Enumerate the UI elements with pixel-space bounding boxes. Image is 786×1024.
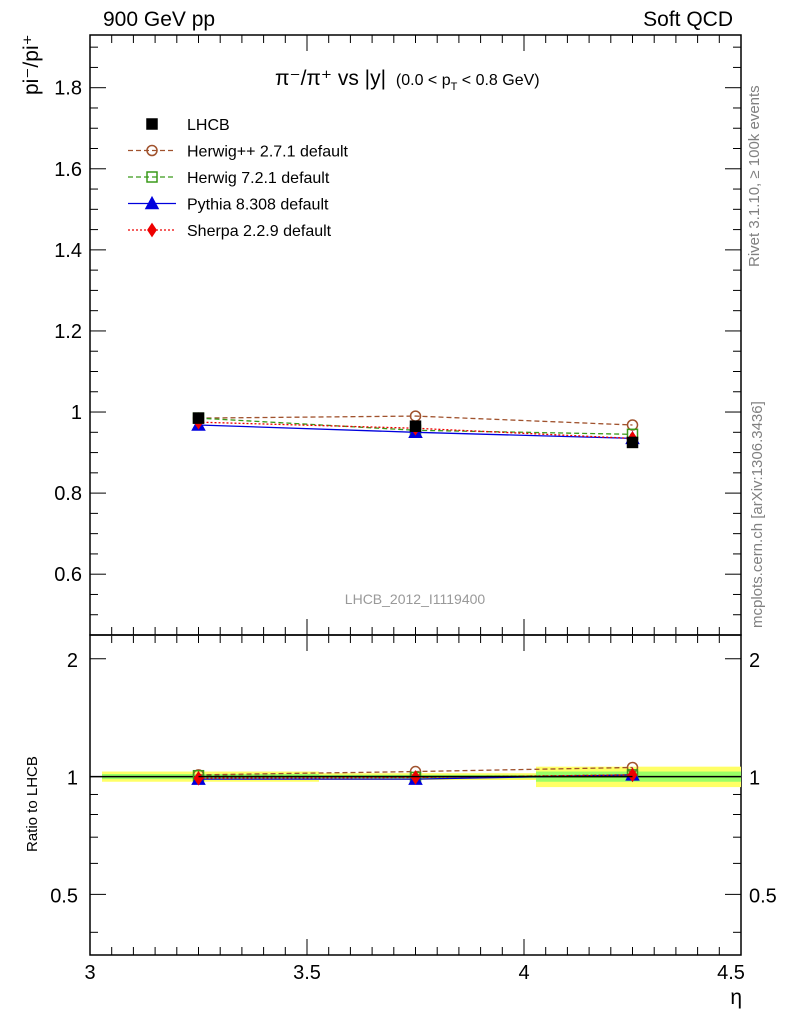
main-point <box>626 419 639 431</box>
main-y-tick-label: 1.6 <box>54 159 82 181</box>
ratio-point <box>627 767 638 783</box>
tick-labels: 0.6 0.8 1 1.2 1.4 1.6 1.8 0.5 0.5 1 1 2 2 3 3.5 4 4.5 <box>50 78 777 984</box>
x-axis-label: η <box>730 986 742 1009</box>
ratio-series-sherpa-2-2-9-default <box>193 767 638 786</box>
data-series <box>191 410 640 786</box>
ratio-y-tick-label: 1 <box>67 768 78 790</box>
ratio-y-tick-label-right: 0.5 <box>749 885 777 907</box>
x-tick-label: 3 <box>84 962 95 984</box>
main-y-tick-label: 1.8 <box>54 78 82 100</box>
ratio-plot-frame <box>89 634 742 956</box>
legend-marker <box>147 222 157 238</box>
x-tick-label: 3.5 <box>293 962 321 984</box>
main-y-axis-label: pi⁻/pi⁺ <box>20 34 43 95</box>
main-y-tick-label: 0.6 <box>54 564 82 586</box>
ratio-y-tick-label-right: 1 <box>749 768 760 790</box>
main-point <box>409 410 422 422</box>
header-process-label: Soft QCD <box>643 8 733 31</box>
main-point <box>626 436 639 449</box>
ratio-y-tick-label-right: 2 <box>749 650 760 672</box>
legend-label: Herwig 7.2.1 default <box>187 170 330 187</box>
legend-marker <box>144 195 160 210</box>
legend-label: Sherpa 2.2.9 default <box>187 223 332 240</box>
analysis-watermark: LHCB_2012_I1119400 <box>345 591 486 607</box>
mcplots-reference-label: mcplots.cern.ch [arXiv:1306.3436] <box>749 401 766 628</box>
ratio-y-tick-label: 2 <box>67 650 78 672</box>
legend-marker <box>146 118 158 130</box>
main-point <box>409 420 422 432</box>
main-y-tick-label: 1.4 <box>54 240 82 262</box>
legend-marker <box>146 144 158 157</box>
axis-ticks <box>89 35 742 955</box>
main-y-tick-label: 0.8 <box>54 483 82 505</box>
main-series-line <box>198 415 633 426</box>
header-energy-label: 900 GeV pp <box>103 8 216 31</box>
x-tick-label: 4.5 <box>717 962 745 984</box>
legend-label: Pythia 8.308 default <box>187 197 329 214</box>
ratio-y-tick-label: 0.5 <box>50 885 78 907</box>
legend-marker <box>146 171 158 183</box>
rivet-version-label: Rivet 3.1.10, ≥ 100k events <box>746 85 763 267</box>
ratio-point <box>410 770 421 785</box>
ratio-y-axis-label: Ratio to LHCB <box>24 756 41 852</box>
main-series-lhcb <box>192 412 639 449</box>
legend: LHCB Herwig++ 2.7.1 default Herwig 7.2.1 d… <box>128 117 349 240</box>
main-y-tick-label: 1.2 <box>54 321 82 343</box>
main-title: π⁻/π⁺ vs |y| (0.0 < pT < 0.8 GeV) <box>275 67 540 93</box>
x-tick-label: 4 <box>518 962 529 984</box>
main-y-tick-label: 1 <box>71 402 82 424</box>
legend-label: LHCB <box>187 117 230 134</box>
legend-label: Herwig++ 2.7.1 default <box>187 144 349 161</box>
main-point <box>192 412 205 424</box>
